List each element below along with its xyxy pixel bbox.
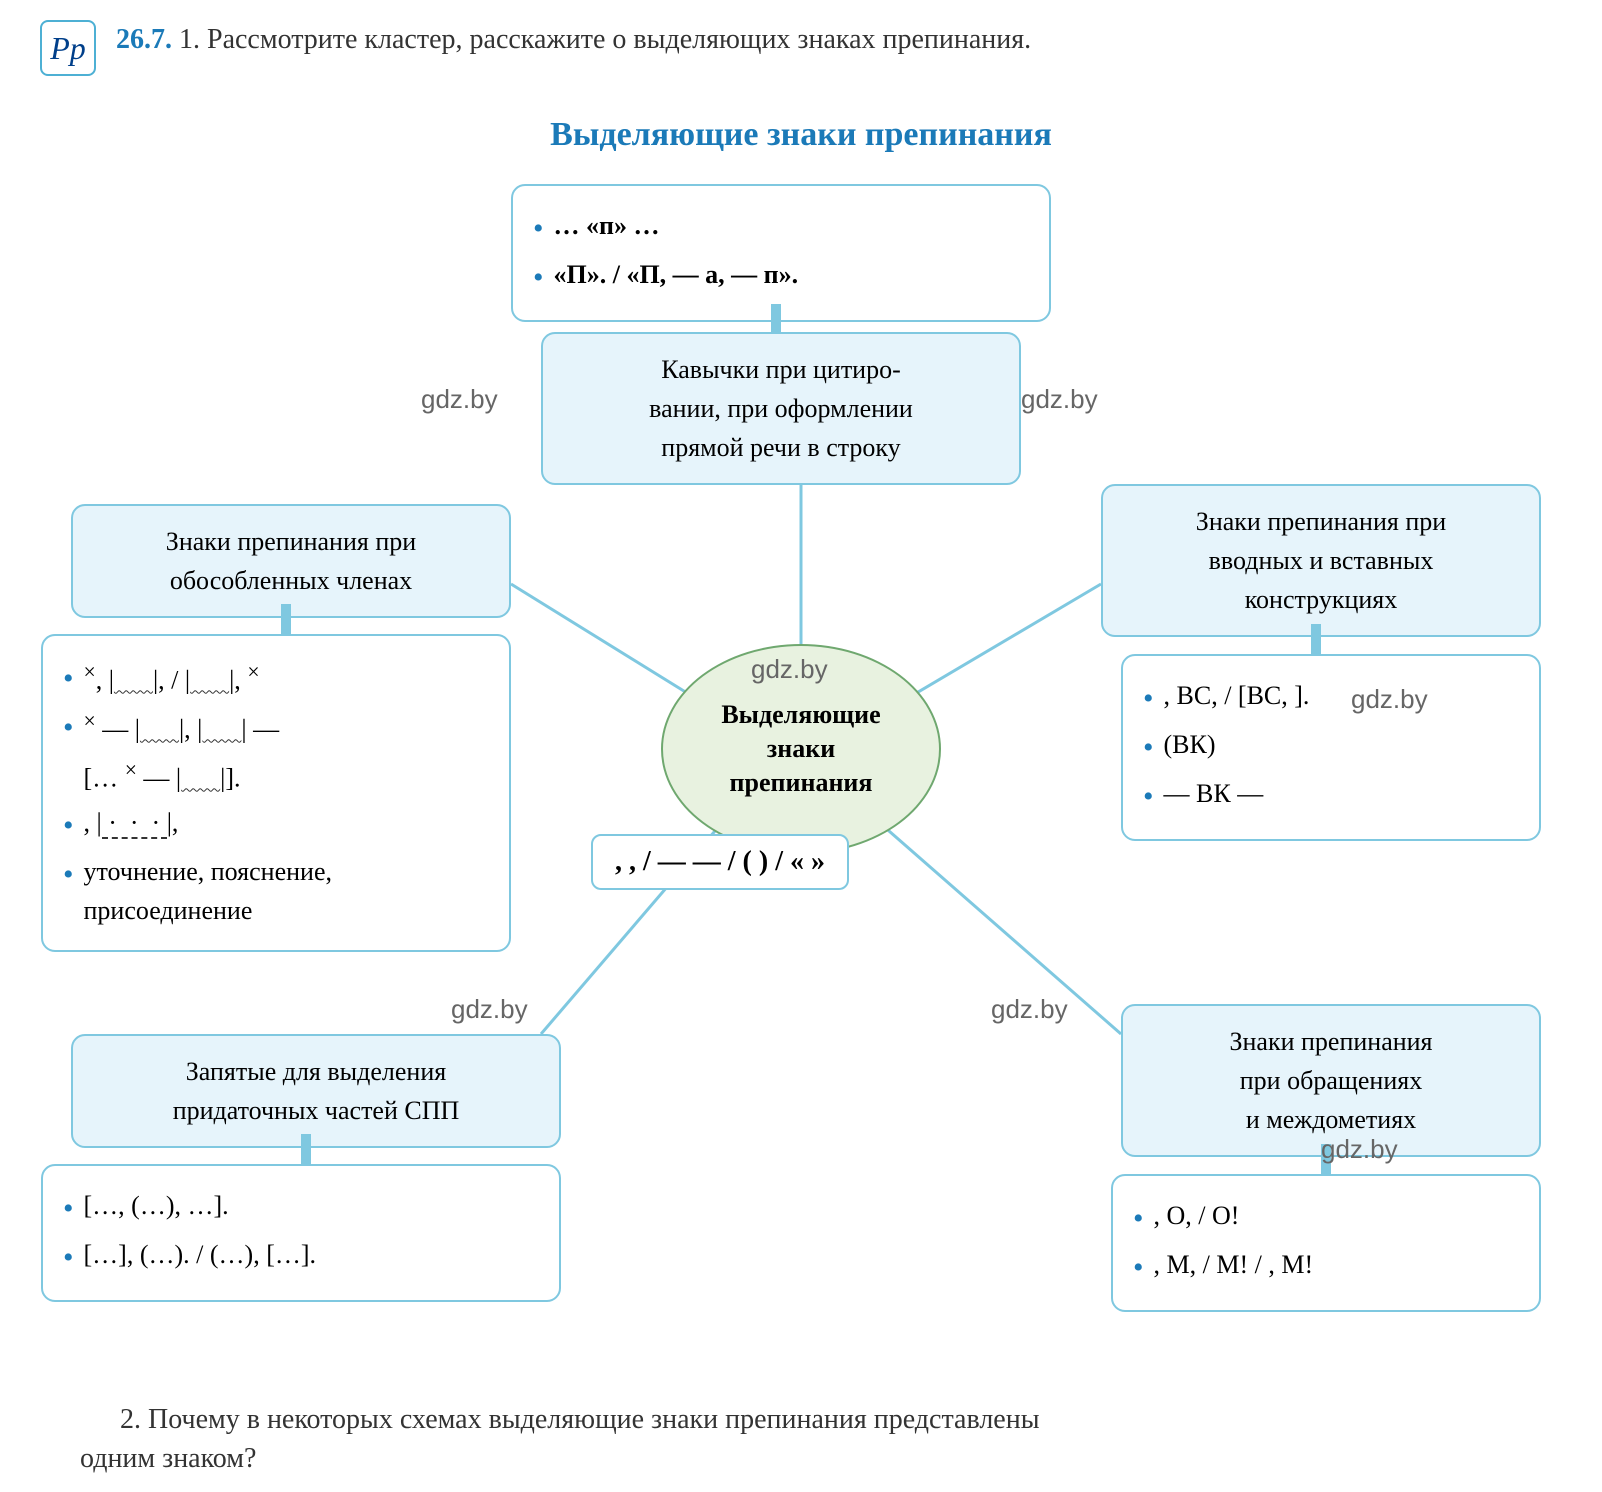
right-upper-detail-box: • , ВС, / [ВС, ]. • (ВК) • — ВК — xyxy=(1121,654,1541,841)
task-number: 26.7. xyxy=(116,24,172,55)
lu-detail-3: [… × — | |]. xyxy=(84,754,241,798)
watermark: gdz.by xyxy=(451,994,528,1025)
bullet-icon: • xyxy=(63,1235,74,1280)
lu-detail-1: ×, | |, / | |, × xyxy=(84,656,260,700)
ru-detail-3: — ВК — xyxy=(1164,774,1264,813)
top-detail-1: … «п» … xyxy=(554,206,660,245)
center-line2: знаки xyxy=(767,732,835,766)
ll-detail-1: […, (…), …]. xyxy=(84,1186,229,1225)
watermark: gdz.by xyxy=(1351,684,1428,715)
connector-bar xyxy=(301,1134,311,1164)
bullet-icon: • xyxy=(63,656,74,701)
center-line1: Выделяющие xyxy=(721,698,880,732)
connector-bar xyxy=(771,304,781,332)
task-text-1: 1. Рассмотрите кластер, расскажите о выд… xyxy=(179,24,1031,55)
watermark: gdz.by xyxy=(1021,384,1098,415)
lu-detail-5: уточнение, пояснение, присоединение xyxy=(84,852,333,930)
rl-detail-2: , М, / М! / , М! xyxy=(1154,1245,1314,1284)
bullet-icon: • xyxy=(63,705,74,750)
left-lower-detail-box: • […, (…), …]. • […], (…). / (…), […]. xyxy=(41,1164,561,1302)
rl-detail-1: , О, / О! xyxy=(1154,1196,1240,1235)
bullet-icon: • xyxy=(1143,725,1154,770)
bullet-icon: • xyxy=(63,803,74,848)
footer-question: 2. Почему в некоторых схемах выделяющие … xyxy=(40,1400,1560,1478)
right-upper-label-box: Знаки препинания при вводных и вставных … xyxy=(1101,484,1541,637)
bullet-icon: • xyxy=(63,1186,74,1231)
ru-detail-1: , ВС, / [ВС, ]. xyxy=(1164,676,1310,715)
connector-bar xyxy=(1311,624,1321,654)
task-header: Pp 26.7. 1. Рассмотрите кластер, расскаж… xyxy=(0,0,1602,96)
top-detail-2: «П». / «П, — а, — п». xyxy=(554,255,799,294)
watermark: gdz.by xyxy=(421,384,498,415)
cluster-diagram: • … «п» … • «П». / «П, — а, — п». Кавычки … xyxy=(41,184,1561,1354)
bullet-icon: • xyxy=(1143,774,1154,819)
pp-icon: Pp xyxy=(40,20,96,76)
bullet-icon: • xyxy=(533,255,544,300)
bullet-icon: • xyxy=(1133,1196,1144,1241)
watermark: gdz.by xyxy=(751,654,828,685)
ll-detail-2: […], (…). / (…), […]. xyxy=(84,1235,317,1274)
watermark: gdz.by xyxy=(1321,1134,1398,1165)
ru-detail-2: (ВК) xyxy=(1164,725,1216,764)
bullet-icon: • xyxy=(1143,676,1154,721)
task-text: 26.7. 1. Рассмотрите кластер, расскажите… xyxy=(116,20,1562,59)
lu-detail-2: × — | |, | | — xyxy=(84,705,280,749)
top-detail-box: • … «п» … • «П». / «П, — а, — п». xyxy=(511,184,1051,322)
watermark: gdz.by xyxy=(991,994,1068,1025)
bullet-icon: • xyxy=(1133,1245,1144,1290)
bullet-icon: • xyxy=(63,852,74,897)
left-upper-label-box: Знаки препинания при обособленных членах xyxy=(71,504,511,618)
connector-bar xyxy=(281,604,291,634)
left-upper-detail-box: •×, | |, / | |, × •× — | |, | | — •[… × … xyxy=(41,634,511,952)
right-lower-detail-box: • , О, / О! • , М, / М! / , М! xyxy=(1111,1174,1541,1312)
lu-detail-4: , | · · · |, xyxy=(84,803,179,842)
center-line3: препинания xyxy=(730,766,873,800)
left-lower-label-box: Запятые для выделения придаточных частей… xyxy=(71,1034,561,1148)
bullet-icon: • xyxy=(533,206,544,251)
top-label-box: Кавычки при цитиро- вании, при оформлени… xyxy=(541,332,1021,485)
diagram-title: Выделяющие знаки препинания xyxy=(0,116,1602,154)
center-marks-box: , , / — — / ( ) / « » xyxy=(591,834,849,890)
